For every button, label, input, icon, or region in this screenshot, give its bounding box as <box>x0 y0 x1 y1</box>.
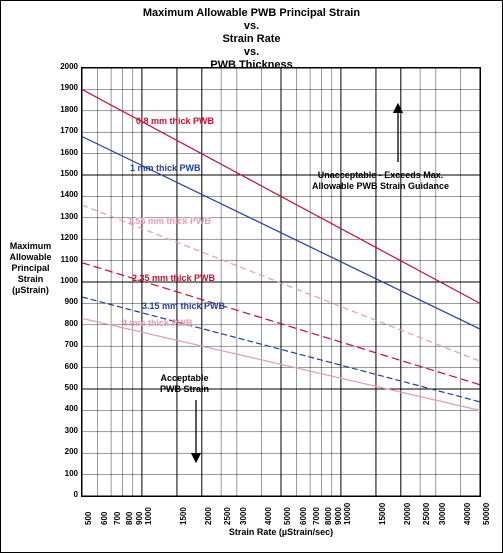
x-tick-label: 5000 <box>283 507 292 525</box>
y-axis-label: Maximum Allowable Principal Strain (µStr… <box>3 241 58 296</box>
chart-container: Maximum Allowable PWB Principal Strain v… <box>0 0 503 553</box>
title-line: Strain Rate <box>1 33 502 46</box>
x-tick-label: 3000 <box>239 507 248 525</box>
y-tick-label: 1700 <box>56 126 78 135</box>
y-axis-label-line: Principal <box>3 263 58 274</box>
x-tick-label: 20000 <box>403 503 412 525</box>
x-tick-label: 800 <box>125 512 134 525</box>
y-tick-label: 0 <box>56 490 78 499</box>
x-tick-label: 6000 <box>299 507 308 525</box>
x-tick-label: 2000 <box>204 507 213 525</box>
x-tick-label: 7000 <box>312 507 321 525</box>
y-axis-label-line: Strain <box>3 274 58 285</box>
x-tick-label: 9000 <box>334 507 343 525</box>
y-tick-label: 300 <box>56 426 78 435</box>
y-tick-label: 700 <box>56 340 78 349</box>
x-tick-label: 40000 <box>463 503 472 525</box>
x-tick-label: 1500 <box>179 507 188 525</box>
x-tick-label: 8000 <box>324 507 333 525</box>
y-tick-label: 1100 <box>56 255 78 264</box>
x-tick-label: 30000 <box>438 503 447 525</box>
y-tick-label: 1400 <box>56 190 78 199</box>
y-tick-label: 1800 <box>56 105 78 114</box>
plot-svg <box>82 68 480 496</box>
x-tick-label: 700 <box>113 512 122 525</box>
y-axis-label-line: (µStrain) <box>3 285 58 296</box>
y-tick-label: 900 <box>56 297 78 306</box>
y-tick-label: 1000 <box>56 276 78 285</box>
x-tick-label: 500 <box>84 512 93 525</box>
y-tick-label: 100 <box>56 469 78 478</box>
y-tick-label: 600 <box>56 362 78 371</box>
y-tick-label: 2000 <box>56 62 78 71</box>
x-tick-label: 600 <box>100 512 109 525</box>
y-tick-label: 1600 <box>56 148 78 157</box>
y-axis-label-line: Maximum <box>3 241 58 252</box>
x-axis-label: Strain Rate (µStrain/sec) <box>81 527 481 537</box>
x-tick-label: 1000 <box>144 507 153 525</box>
y-tick-label: 1500 <box>56 169 78 178</box>
x-tick-label: 25000 <box>422 503 431 525</box>
x-tick-label: 4000 <box>264 507 273 525</box>
y-axis-label-line: Allowable <box>3 252 58 263</box>
plot-area: 0.8 mm thick PWB1 mm thick PWB1.55 mm th… <box>81 67 481 497</box>
y-tick-label: 400 <box>56 404 78 413</box>
y-tick-label: 1300 <box>56 212 78 221</box>
x-tick-label: 900 <box>135 512 144 525</box>
x-tick-label: 15000 <box>378 503 387 525</box>
x-tick-label: 10000 <box>343 503 352 525</box>
y-tick-label: 200 <box>56 447 78 456</box>
x-tick-label: 2500 <box>223 507 232 525</box>
y-tick-label: 500 <box>56 383 78 392</box>
title-line: vs. <box>1 20 502 33</box>
y-tick-label: 1200 <box>56 233 78 242</box>
title-line: vs. <box>1 46 502 59</box>
x-tick-label: 50000 <box>482 503 491 525</box>
y-tick-label: 1900 <box>56 83 78 92</box>
y-tick-label: 800 <box>56 319 78 328</box>
title-line: Maximum Allowable PWB Principal Strain <box>1 7 502 20</box>
